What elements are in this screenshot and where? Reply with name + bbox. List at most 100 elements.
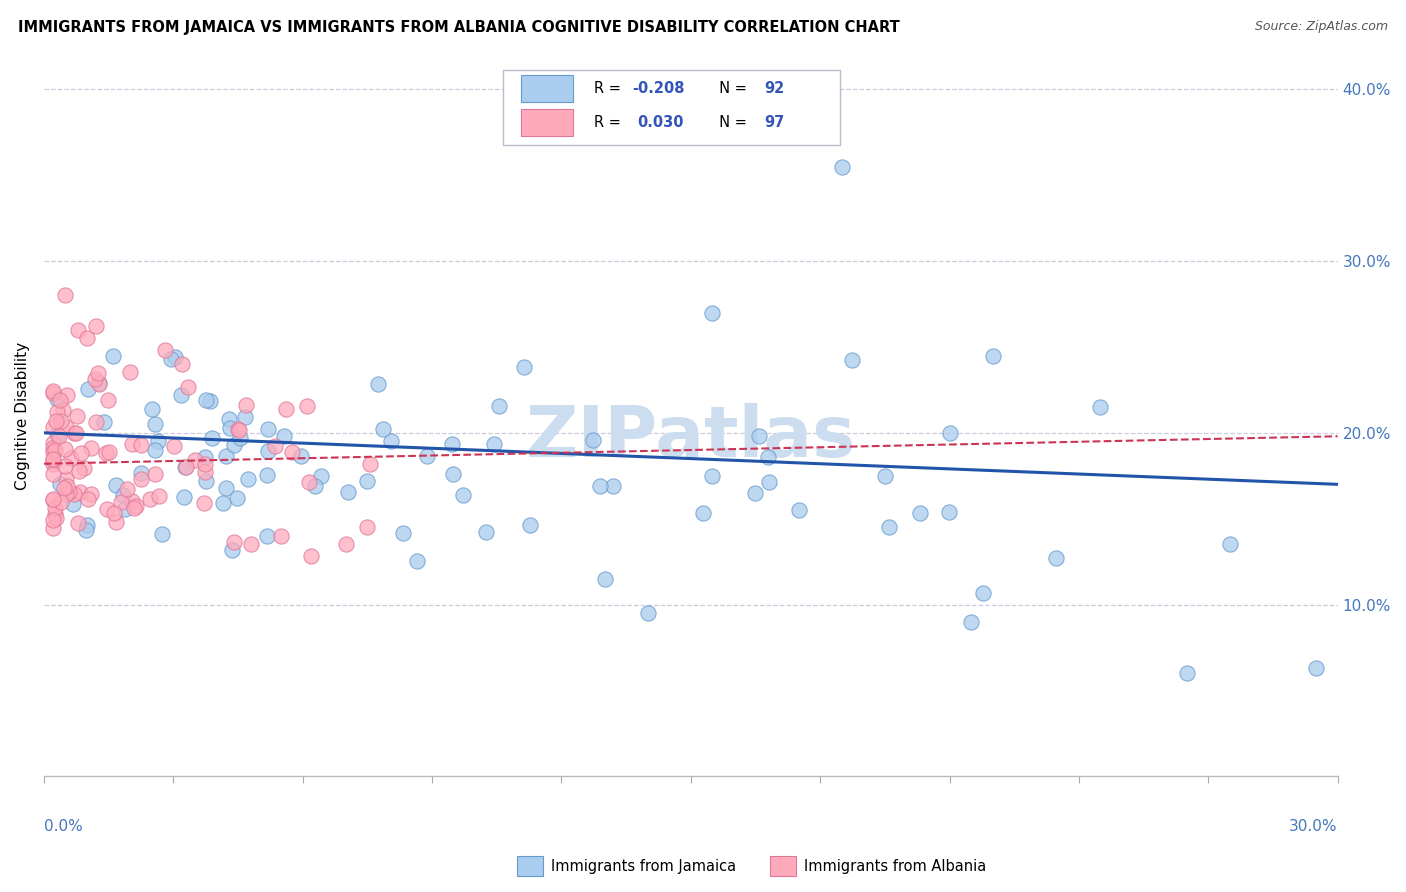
Point <box>194 450 217 464</box>
Point <box>170 388 193 402</box>
Point <box>41 467 63 481</box>
Point <box>41 386 63 401</box>
Point <box>87 376 110 390</box>
Point <box>194 457 217 471</box>
Point <box>160 351 183 366</box>
Point <box>222 534 245 549</box>
Point <box>309 469 332 483</box>
Point <box>215 481 238 495</box>
Point <box>256 422 278 436</box>
Point <box>53 458 76 473</box>
Point <box>129 472 152 486</box>
Text: 30.0%: 30.0% <box>1289 820 1337 834</box>
Point <box>637 606 659 620</box>
Point <box>198 393 221 408</box>
Point <box>165 351 187 365</box>
Point <box>45 511 67 525</box>
Point <box>960 615 983 629</box>
Point <box>972 586 994 600</box>
Point <box>110 495 132 509</box>
Point <box>96 502 118 516</box>
Point <box>602 479 624 493</box>
Point <box>877 520 900 534</box>
Point <box>55 288 77 302</box>
Point <box>304 479 326 493</box>
Point <box>582 433 605 447</box>
Point <box>938 425 960 440</box>
Point <box>41 492 63 507</box>
Point <box>170 357 193 371</box>
Point <box>981 349 1004 363</box>
Point <box>141 402 163 417</box>
Point <box>270 529 292 543</box>
Point <box>41 520 63 534</box>
Point <box>233 409 256 424</box>
Point <box>297 399 319 413</box>
Point <box>194 474 217 488</box>
Point <box>193 496 215 510</box>
Point <box>335 537 357 551</box>
Point <box>67 516 90 531</box>
Point <box>229 431 252 445</box>
Point <box>219 421 242 435</box>
Point <box>256 467 278 482</box>
Point <box>76 331 98 345</box>
Point <box>264 439 287 453</box>
Point <box>75 523 97 537</box>
Point <box>513 360 536 375</box>
Point <box>831 160 853 174</box>
Point <box>44 507 66 521</box>
Point <box>125 499 148 513</box>
Point <box>873 468 896 483</box>
Point <box>60 450 83 465</box>
Point <box>280 445 302 459</box>
Point <box>51 414 73 428</box>
Point <box>45 392 67 406</box>
Point <box>62 425 84 440</box>
Point <box>214 450 236 464</box>
Point <box>105 477 128 491</box>
Point <box>44 500 66 515</box>
Point <box>131 466 153 480</box>
Point <box>1090 400 1112 414</box>
Text: -0.208: -0.208 <box>633 81 685 96</box>
Point <box>148 489 170 503</box>
Point <box>56 388 79 402</box>
Point <box>41 492 63 507</box>
Point <box>356 474 378 488</box>
Point <box>41 444 63 458</box>
Point <box>58 485 80 500</box>
Point <box>224 438 246 452</box>
Point <box>221 543 243 558</box>
Point <box>145 417 167 431</box>
Point <box>163 439 186 453</box>
Point <box>41 453 63 467</box>
Point <box>89 376 111 391</box>
Text: R =: R = <box>593 81 626 96</box>
Text: ZIPatlas: ZIPatlas <box>526 403 856 472</box>
Point <box>44 442 66 457</box>
Point <box>146 434 169 448</box>
Point <box>115 483 138 497</box>
Point <box>121 437 143 451</box>
Point <box>122 500 145 515</box>
Text: Immigrants from Albania: Immigrants from Albania <box>804 859 987 873</box>
Point <box>359 457 381 471</box>
Point <box>356 520 378 534</box>
Point <box>41 441 63 455</box>
Point <box>702 306 724 320</box>
Point <box>440 437 463 451</box>
Point <box>53 442 76 457</box>
Point <box>758 475 780 490</box>
Point <box>52 481 75 495</box>
Point <box>475 524 498 539</box>
Point <box>519 517 541 532</box>
Point <box>787 503 810 517</box>
Point <box>93 415 115 429</box>
Point <box>52 403 75 417</box>
Point <box>45 405 67 419</box>
Point <box>212 496 235 510</box>
Point <box>235 398 257 412</box>
Point <box>67 464 90 478</box>
Point <box>488 399 510 413</box>
